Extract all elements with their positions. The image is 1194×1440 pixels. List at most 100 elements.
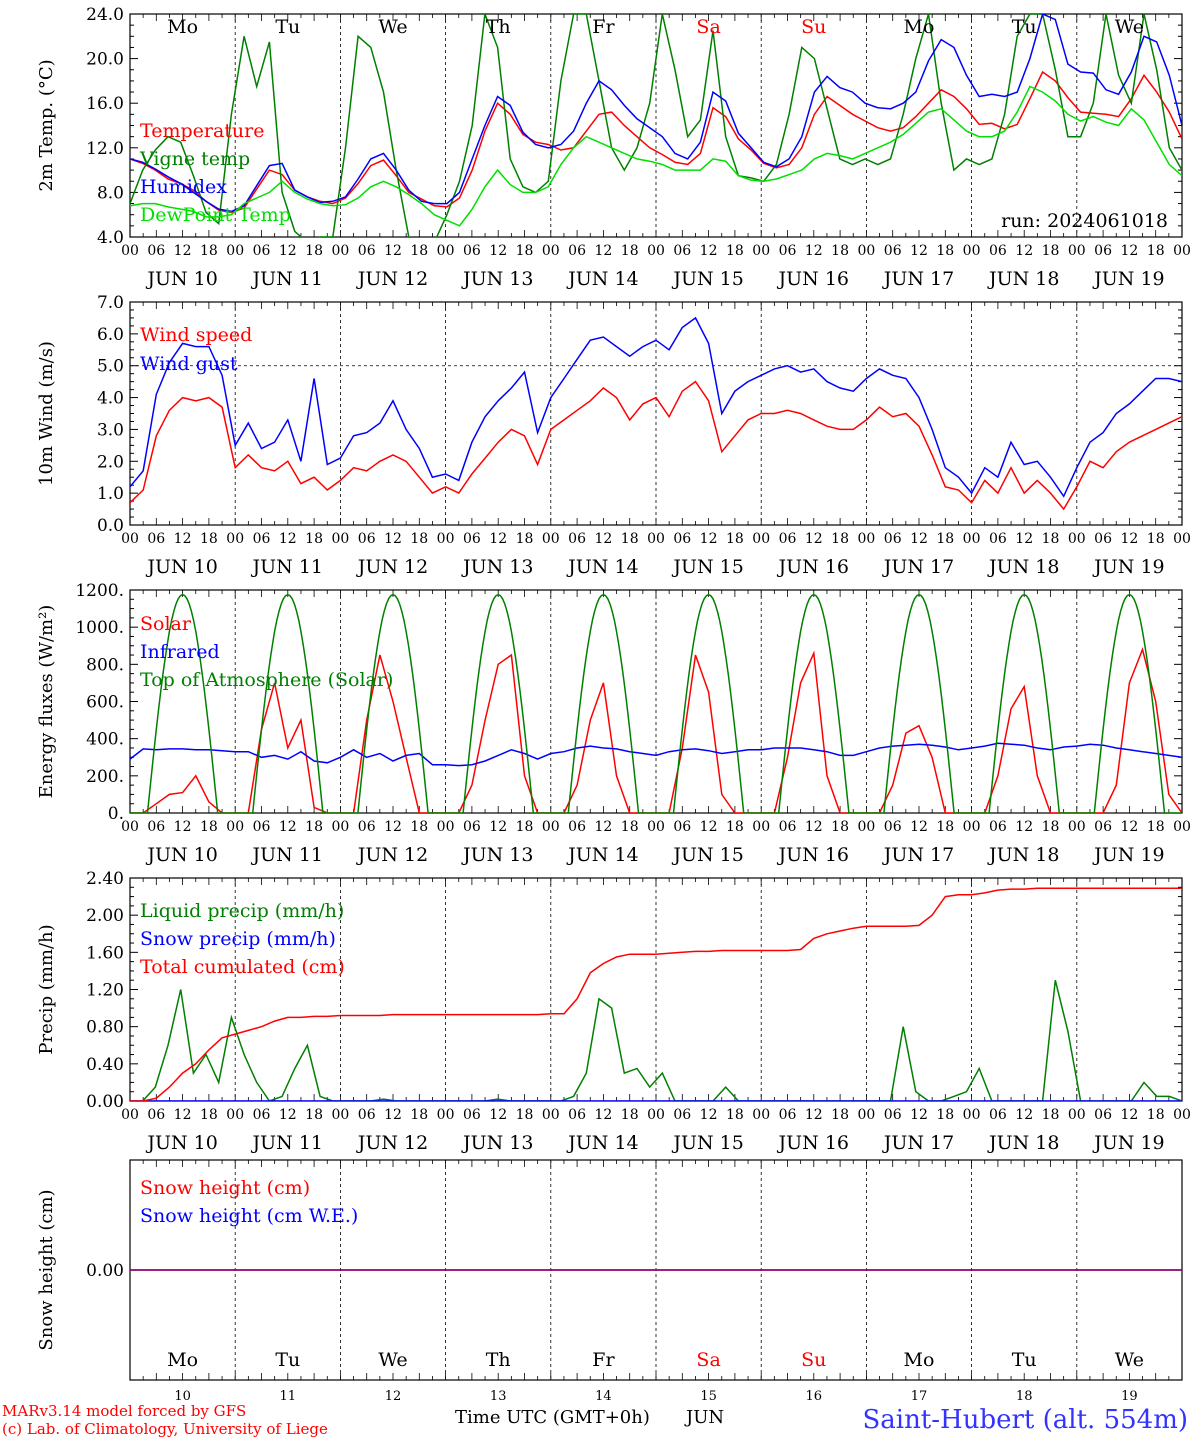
hour-tick-label: 06 — [1094, 531, 1112, 547]
hour-tick-label: 12 — [384, 243, 402, 259]
y-tick-label: 800. — [86, 655, 124, 675]
hour-tick-label: 12 — [594, 1107, 612, 1123]
date-label: JUN 12 — [356, 556, 428, 578]
hour-tick-label: 00 — [1068, 531, 1086, 547]
hour-tick-label: 12 — [805, 1107, 823, 1123]
date-label: JUN 17 — [882, 844, 954, 866]
hour-tick-label: 00 — [226, 1107, 244, 1123]
date-label: JUN 13 — [461, 268, 533, 290]
hour-tick-label: 06 — [358, 531, 376, 547]
hour-tick-label: 12 — [594, 243, 612, 259]
hour-tick-label: 18 — [516, 819, 534, 835]
series-line-dewpoint-temp — [130, 85, 1182, 227]
date-label: JUN 17 — [882, 268, 954, 290]
weekday-label: Sa — [696, 16, 720, 38]
hour-tick-label: 12 — [279, 1107, 297, 1123]
day-number-label: 18 — [1016, 1389, 1033, 1404]
y-tick-label: 24.0 — [86, 5, 124, 25]
hour-tick-label: 12 — [805, 531, 823, 547]
date-label: JUN 10 — [145, 556, 217, 578]
hour-tick-label: 06 — [147, 531, 165, 547]
hour-tick-label: 00 — [857, 531, 875, 547]
hour-tick-label: 18 — [831, 1107, 849, 1123]
hour-tick-label: 00 — [963, 243, 981, 259]
hour-tick-label: 12 — [1120, 243, 1138, 259]
credit-line-1: MARv3.14 model forced by GFS — [2, 1402, 246, 1420]
hour-tick-label: 00 — [1068, 819, 1086, 835]
y-tick-label: 600. — [86, 693, 124, 713]
hour-tick-label: 00 — [1173, 1107, 1191, 1123]
panel-2: 0.0 1.0 2.0 3.0 4.0 5.0 6.0 7.0 10m Wind (m/s) Wi… — [36, 293, 1191, 578]
hour-tick-label: 18 — [726, 243, 744, 259]
y-tick-label: 0.80 — [86, 1018, 124, 1038]
legend-entry: Temperature — [140, 120, 264, 142]
hour-tick-label: 18 — [410, 531, 428, 547]
date-label: JUN 14 — [566, 1132, 638, 1154]
hour-tick-label: 00 — [331, 819, 349, 835]
date-label: JUN 19 — [1092, 268, 1164, 290]
legend-entry: DewPoint Temp — [140, 204, 291, 226]
hour-tick-label: 00 — [542, 1107, 560, 1123]
x-axis-title: Time UTC (GMT+0h) — [455, 1407, 650, 1428]
hour-tick-label: 18 — [1147, 243, 1165, 259]
hour-tick-label: 18 — [200, 1107, 218, 1123]
hour-tick-label: 18 — [410, 243, 428, 259]
date-label: JUN 11 — [251, 556, 323, 578]
hour-tick-label: 00 — [437, 1107, 455, 1123]
series-line-liquid-precip-mm-h- — [130, 980, 1182, 1101]
hour-tick-label: 12 — [700, 531, 718, 547]
hour-tick-label: 12 — [1015, 1107, 1033, 1123]
hour-tick-label: 18 — [1147, 1107, 1165, 1123]
hour-tick-label: 00 — [542, 531, 560, 547]
date-label: JUN 15 — [671, 556, 743, 578]
day-number-label: 16 — [806, 1389, 823, 1404]
hour-tick-label: 12 — [279, 819, 297, 835]
hour-tick-label: 00 — [857, 1107, 875, 1123]
y-tick-label: 8.0 — [97, 183, 124, 203]
weekday-label: We — [378, 16, 407, 38]
hour-tick-label: 18 — [621, 819, 639, 835]
hour-tick-label: 00 — [1068, 1107, 1086, 1123]
hour-tick-label: 18 — [305, 1107, 323, 1123]
hour-tick-label: 12 — [700, 243, 718, 259]
date-label: JUN 17 — [882, 1132, 954, 1154]
y-tick-label: 7.0 — [97, 293, 124, 313]
day-number-label: 19 — [1121, 1389, 1138, 1404]
hour-tick-label: 00 — [1173, 531, 1191, 547]
hour-tick-label: 12 — [174, 243, 192, 259]
legend-entry: Solar — [140, 613, 192, 635]
day-number-label: 17 — [911, 1389, 928, 1404]
station-name: Saint-Hubert (alt. 554m) — [862, 1405, 1188, 1435]
day-number-label: 14 — [595, 1389, 612, 1404]
date-label: JUN 16 — [777, 556, 849, 578]
y-tick-label: 20.0 — [86, 50, 124, 70]
hour-tick-label: 06 — [779, 243, 797, 259]
hour-tick-label: 06 — [673, 531, 691, 547]
date-label: JUN 12 — [356, 1132, 428, 1154]
hour-tick-label: 12 — [174, 1107, 192, 1123]
hour-tick-label: 12 — [910, 243, 928, 259]
hour-tick-label: 18 — [1042, 243, 1060, 259]
hour-tick-label: 06 — [673, 819, 691, 835]
hour-tick-label: 06 — [358, 243, 376, 259]
hour-tick-label: 06 — [463, 243, 481, 259]
hour-tick-label: 18 — [831, 243, 849, 259]
legend-entry: Wind speed — [140, 324, 252, 346]
hour-tick-label: 06 — [463, 1107, 481, 1123]
hour-tick-label: 18 — [726, 531, 744, 547]
hour-tick-label: 12 — [489, 531, 507, 547]
y-tick-label: 400. — [86, 730, 124, 750]
weekday-label: Th — [486, 1349, 511, 1371]
hour-tick-label: 18 — [936, 531, 954, 547]
y-tick-label: 200. — [86, 767, 124, 787]
hour-tick-label: 00 — [1068, 243, 1086, 259]
hour-tick-label: 12 — [489, 243, 507, 259]
date-label: JUN 19 — [1092, 1132, 1164, 1154]
hour-tick-label: 06 — [568, 1107, 586, 1123]
hour-tick-label: 12 — [1015, 243, 1033, 259]
hour-tick-label: 06 — [989, 819, 1007, 835]
hour-tick-label: 18 — [516, 531, 534, 547]
hour-tick-label: 00 — [331, 243, 349, 259]
panel-3: 0. 200. 400. 600. 800. 1000. 1200. Energy fluxe… — [36, 581, 1191, 866]
hour-tick-label: 12 — [279, 531, 297, 547]
